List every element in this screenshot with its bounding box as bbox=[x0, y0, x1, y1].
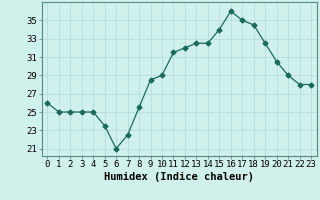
X-axis label: Humidex (Indice chaleur): Humidex (Indice chaleur) bbox=[104, 172, 254, 182]
